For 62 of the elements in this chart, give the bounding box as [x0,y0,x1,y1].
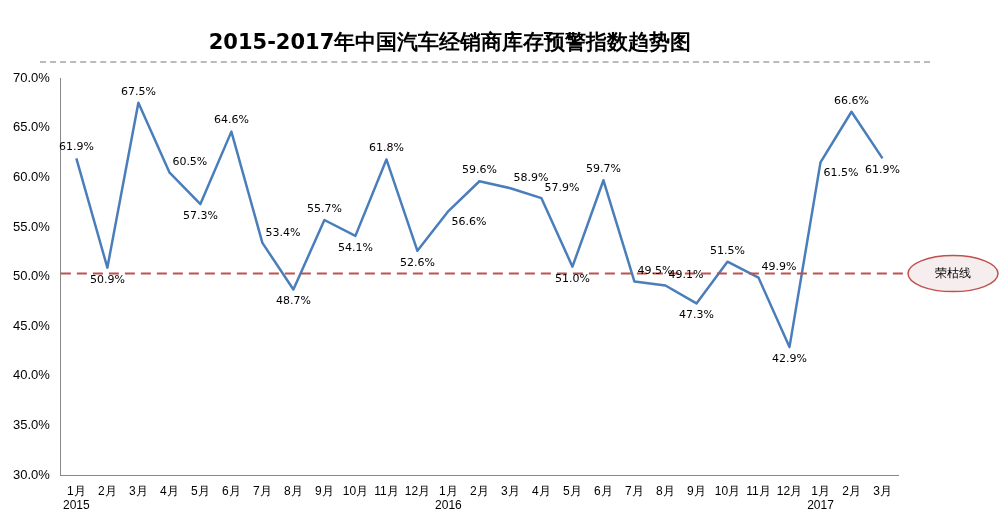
data-label: 61.8% [368,141,404,155]
data-label: 47.3% [678,308,714,322]
x-tick-label: 9月 [315,483,334,498]
data-label: 61.9% [865,163,900,177]
x-tick-label: 11月 [374,483,399,498]
x-tick-label: 3月 [873,483,892,498]
x-tick-label: 2月 [842,483,861,498]
data-label: 61.5% [823,166,859,180]
y-tick-label: 45.0% [12,317,51,333]
x-tick-label: 5月 [191,483,210,498]
x-tick-label: 12月 [404,483,431,498]
x-tick-label: 2月 [470,483,489,498]
x-tick-label: 4月 [160,483,179,498]
data-label: 59.6% [461,163,497,177]
data-label: 57.3% [182,208,218,222]
data-label: 56.6% [451,214,487,228]
x-tick-label: 6月 [222,483,241,498]
chart-title: 2015-2017年中国汽车经销商库存预警指数趋势图 [207,29,693,56]
x-tick-label: 5月 [563,483,582,498]
x-tick-label: 1月 2015 [63,483,91,513]
x-tick-label: 3月 [501,483,520,498]
data-label: 51.5% [710,243,745,257]
x-tick-label: 7月 [625,483,644,498]
data-label: 49.9% [761,260,797,274]
data-label: 50.9% [89,272,125,286]
data-label: 53.4% [265,225,301,239]
x-tick-label: 8月 [656,483,675,498]
x-tick-label: 1月 2017 [807,483,835,513]
data-label: 66.6% [834,93,869,107]
data-label: 55.7% [306,201,342,215]
data-label: 51.0% [554,271,590,285]
data-label: 54.1% [337,240,373,254]
y-tick-label: 65.0% [12,119,51,135]
data-label: 64.6% [213,113,249,127]
x-tick-label: 3月 [129,483,148,498]
x-tick-label: 10月 [342,483,369,498]
y-tick-label: 60.0% [12,168,51,184]
data-label: 61.9% [58,140,94,154]
y-tick-label: 70.0% [12,69,51,85]
x-tick-label: 6月 [594,483,613,498]
data-label: 48.7% [275,294,311,308]
x-tick-label: 7月 [253,483,272,498]
x-tick-label: 10月 [714,483,741,498]
y-tick-label: 30.0% [12,466,51,482]
y-tick-label: 55.0% [12,218,51,234]
data-label: 52.6% [399,255,435,269]
x-tick-label: 2月 [98,483,117,498]
data-label: 42.9% [772,351,807,365]
y-tick-label: 40.0% [12,367,51,383]
ref-line-label: 荣枯线 [935,265,971,280]
data-label: 59.7% [585,162,621,176]
y-tick-label: 35.0% [12,417,51,433]
x-tick-label: 9月 [687,483,706,498]
x-tick-label: 4月 [532,483,551,498]
data-label: 67.5% [120,84,156,98]
x-tick-label: 11月 [746,483,771,498]
y-tick-label: 50.0% [12,268,51,284]
data-label: 60.5% [172,155,208,169]
x-tick-label: 1月 2016 [435,483,463,513]
data-label: 57.9% [544,181,580,195]
x-tick-label: 8月 [284,483,303,498]
x-tick-label: 12月 [776,483,803,498]
